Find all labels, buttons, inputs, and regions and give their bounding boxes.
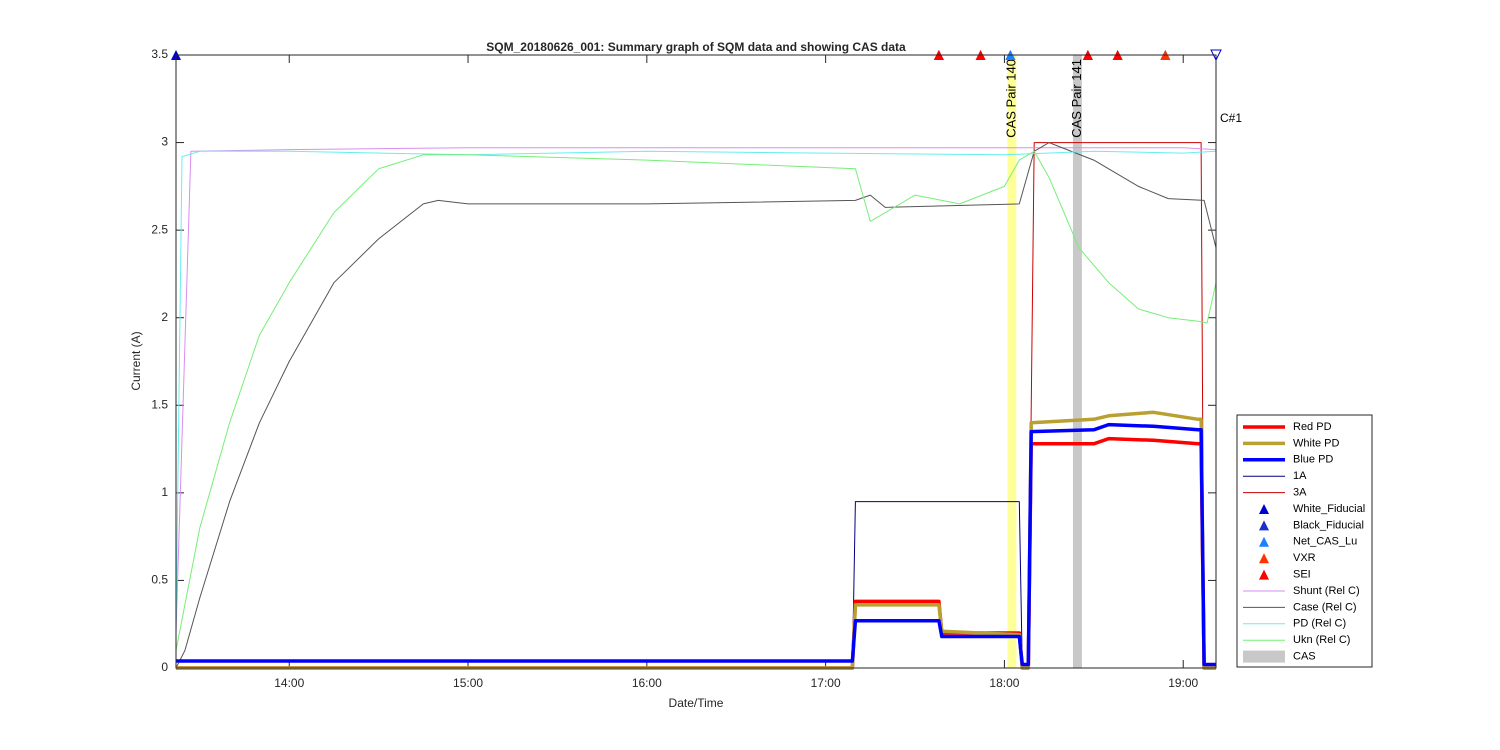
legend-marker (1259, 553, 1269, 564)
legend-marker (1259, 569, 1269, 580)
y-tick-label: 2.5 (151, 222, 168, 236)
legend-label: CAS (1293, 651, 1316, 663)
legend-label: Ukn (Rel C) (1293, 634, 1350, 646)
y-tick-label: 0.5 (151, 573, 168, 587)
series-line (175, 150, 1217, 634)
y-tick-label: 2 (161, 310, 168, 324)
annotation: C#1 (1220, 111, 1242, 125)
y-tick-label: 3 (161, 135, 168, 149)
y-axis-label: Current (A) (129, 331, 143, 390)
annotation-marker (1210, 49, 1222, 62)
series-line (175, 150, 1217, 651)
y-tick-label: 1.5 (151, 397, 168, 411)
legend-label: White PD (1293, 437, 1340, 449)
x-tick-label: 15:00 (453, 676, 483, 690)
legend-label: Black_Fiducial (1293, 519, 1364, 531)
cas-label: CAS Pair 140 (1003, 59, 1018, 138)
legend-marker (1259, 536, 1269, 547)
legend-label: 3A (1293, 487, 1307, 499)
legend-label: 1A (1293, 470, 1307, 482)
x-tick-label: 17:00 (811, 676, 841, 690)
series-line (175, 142, 1217, 669)
legend-label: VXR (1293, 552, 1316, 564)
legend-label: Blue PD (1293, 454, 1333, 466)
x-axis-label: Date/Time (669, 696, 724, 710)
x-tick-label: 16:00 (632, 676, 662, 690)
chart-title: SQM_20180626_001: Summary graph of SQM d… (486, 40, 906, 54)
legend-label: Shunt (Rel C) (1293, 585, 1360, 597)
legend-label: Red PD (1293, 421, 1332, 433)
y-tick-label: 0 (161, 660, 168, 674)
legend-label: SEI (1293, 569, 1311, 581)
legend-swatch (1243, 650, 1285, 663)
cas-band (1072, 55, 1082, 668)
y-tick-label: 1 (161, 485, 168, 499)
x-tick-label: 18:00 (989, 676, 1019, 690)
legend-label: Net_CAS_Lu (1293, 536, 1357, 548)
plot-frame (175, 54, 1217, 669)
legend-label: PD (Rel C) (1293, 618, 1346, 630)
y-tick-label: 3.5 (151, 47, 168, 61)
cas-label: CAS Pair 141 (1069, 59, 1084, 138)
legend-label: White_Fiducial (1293, 503, 1365, 515)
series-line (176, 422, 1216, 667)
x-tick-label: 19:00 (1168, 676, 1198, 690)
legend-marker (1259, 504, 1269, 514)
cas-band (1007, 55, 1017, 668)
x-tick-label: 14:00 (274, 676, 304, 690)
legend-marker (1259, 520, 1269, 531)
legend-label: Case (Rel C) (1293, 601, 1357, 613)
series-line (175, 147, 1217, 634)
legend-box (1236, 414, 1373, 668)
